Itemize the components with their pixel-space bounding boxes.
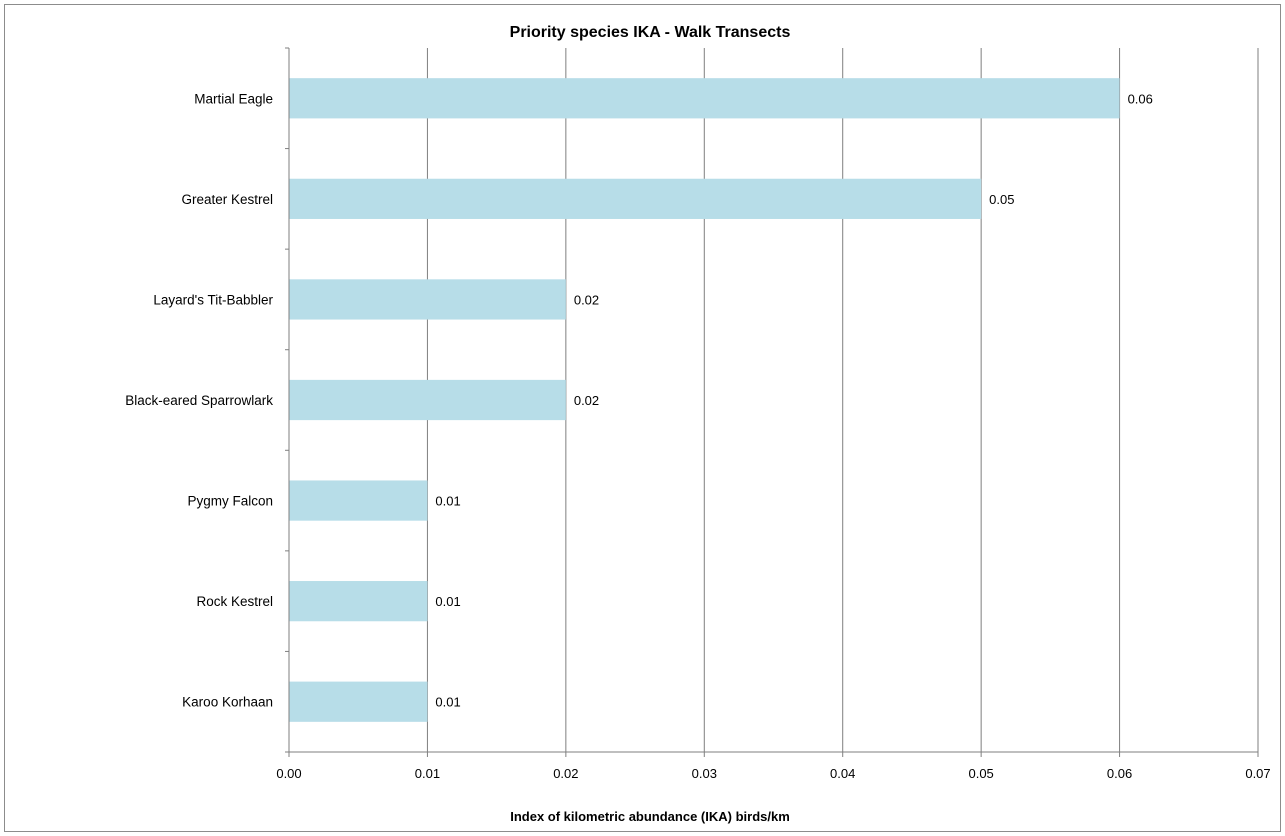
- category-label: Layard's Tit-Babbler: [153, 292, 273, 307]
- data-label: 0.02: [574, 292, 599, 307]
- bar: [289, 78, 1120, 119]
- category-label: Rock Kestrel: [196, 594, 273, 609]
- x-tick-label: 0.02: [553, 766, 578, 781]
- x-tick-label: 0.01: [415, 766, 440, 781]
- bars: [289, 78, 1120, 722]
- data-labels: 0.06 0.05 0.02 0.02 0.01 0.01 0.01: [435, 91, 1152, 709]
- x-tick-label: 0.00: [276, 766, 301, 781]
- x-tick-label: 0.07: [1245, 766, 1270, 781]
- data-label: 0.06: [1128, 91, 1153, 106]
- x-axis-label: Index of kilometric abundance (IKA) bird…: [510, 809, 790, 824]
- data-label: 0.01: [435, 695, 460, 710]
- bar: [289, 581, 428, 622]
- data-label: 0.01: [435, 594, 460, 609]
- category-label: Greater Kestrel: [181, 192, 273, 207]
- x-tick-labels: 0.00 0.01 0.02 0.03 0.04 0.05 0.06 0.07: [276, 766, 1270, 781]
- bar: [289, 681, 428, 722]
- data-label: 0.02: [574, 393, 599, 408]
- category-labels: Martial Eagle Greater Kestrel Layard's Tit…: [125, 91, 273, 709]
- x-tick-label: 0.03: [692, 766, 717, 781]
- category-label: Karoo Korhaan: [182, 695, 273, 710]
- gridlines: [426, 48, 1259, 752]
- bar: [289, 379, 566, 421]
- x-tick-label: 0.06: [1107, 766, 1132, 781]
- x-tick-label: 0.04: [830, 766, 855, 781]
- x-tick-label: 0.05: [968, 766, 993, 781]
- bar: [289, 480, 428, 521]
- category-label: Black-eared Sparrowlark: [125, 393, 273, 408]
- chart-title: Priority species IKA - Walk Transects: [510, 24, 791, 41]
- chart-frame: [4, 4, 1281, 832]
- data-label: 0.05: [989, 192, 1014, 207]
- category-label: Martial Eagle: [194, 91, 273, 106]
- category-label: Pygmy Falcon: [187, 494, 273, 509]
- bar: [289, 279, 566, 320]
- axes: [285, 47, 1259, 757]
- bar: [289, 178, 982, 219]
- data-label: 0.01: [435, 494, 460, 509]
